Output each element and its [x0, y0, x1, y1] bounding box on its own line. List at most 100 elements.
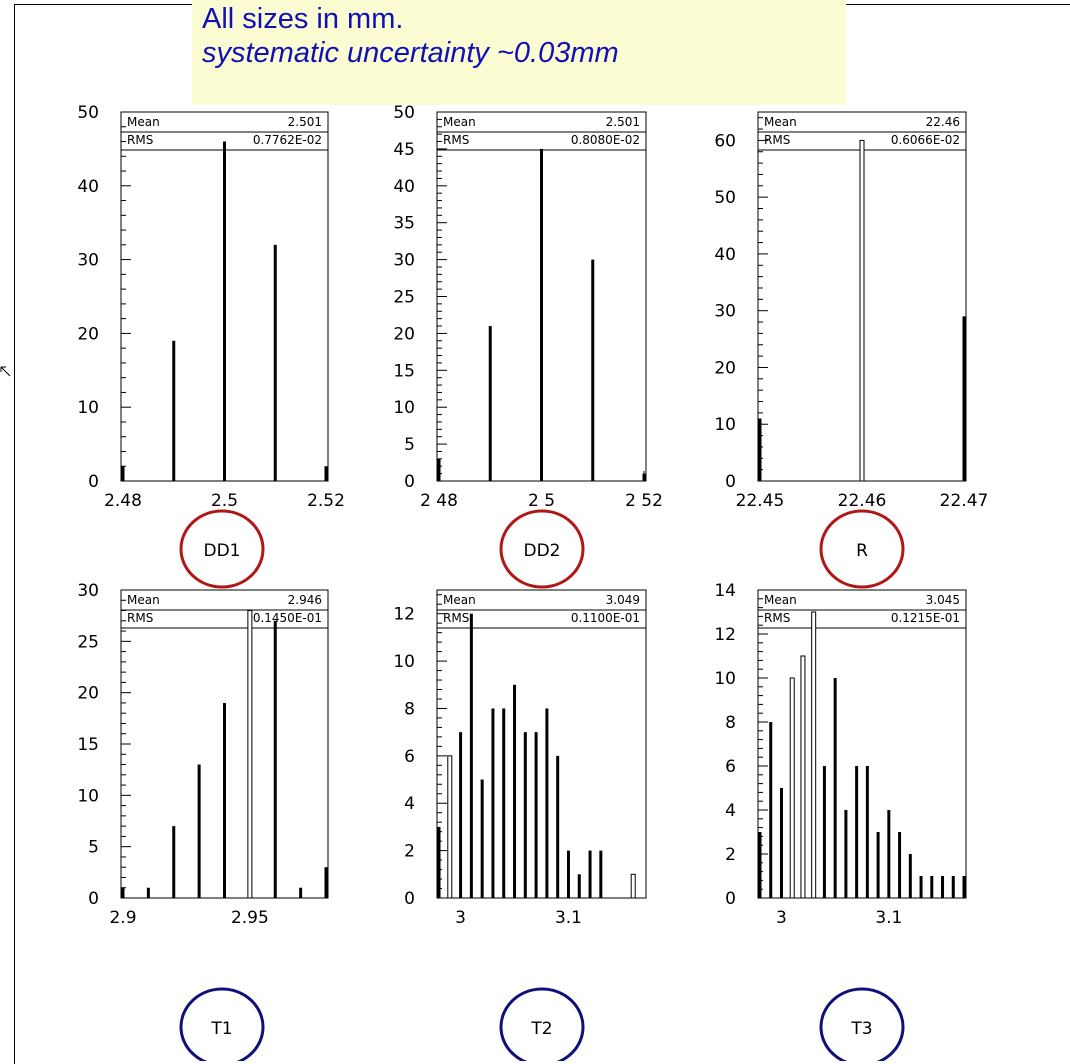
r-bar: [859, 139, 865, 482]
dd2-stats-rms-label: RMS: [443, 133, 469, 147]
r-bar: [758, 418, 762, 481]
t2-stats-mean-label: Mean: [443, 593, 476, 607]
dd2-y-tick-label: 20: [393, 324, 415, 344]
dd2-stats-mean-label: Mean: [443, 115, 476, 129]
dd1-label-circle: [179, 509, 265, 589]
dd1-x-tick-label: 2.48: [104, 491, 142, 511]
t2-bar: [513, 684, 517, 898]
t1-bar: [121, 887, 125, 898]
dd2-y-tick-label: 35: [393, 214, 415, 234]
t3-bar: [951, 876, 955, 898]
dd2-x-tick-label: 2 52: [625, 491, 663, 511]
t3-y-tick-label: 0: [725, 889, 736, 909]
dd1-x-tick-label: 2.5: [211, 491, 238, 511]
dd2-bar: [591, 259, 595, 481]
t1-y-tick-label: 0: [88, 889, 99, 909]
dd1-bar: [324, 466, 328, 481]
r-stats-mean-value: 22.46: [926, 115, 960, 129]
dd2-y-tick-label: 5: [404, 435, 415, 455]
t3-bar: [822, 766, 826, 898]
t2-bar: [447, 755, 453, 899]
r-x-tick-label: 22.45: [736, 491, 785, 511]
dd2-y-tick-label: 30: [393, 251, 415, 271]
t1-y-tick-label: 30: [77, 581, 99, 601]
dd1-stats-mean-label: Mean: [127, 115, 160, 129]
dd2-bar: [642, 473, 646, 481]
dd1-stats-rms-label: RMS: [127, 133, 153, 147]
t3-bar: [919, 876, 923, 898]
t1-y-tick-label: 10: [77, 786, 99, 806]
dd1-bar: [273, 244, 277, 481]
t2-bar: [480, 779, 484, 898]
r-label: R: [856, 541, 868, 561]
r-x-tick-label: 22.47: [940, 491, 989, 511]
dd1-y-tick-label: 0: [88, 472, 99, 492]
t2-stats-rms-label: RMS: [443, 611, 469, 625]
t1-bar: [299, 887, 303, 898]
t2-bar: [502, 708, 506, 898]
t1-label-circle: [179, 987, 265, 1061]
t3-bar: [811, 611, 817, 899]
t2-y-tick-label: 12: [393, 605, 415, 625]
t3-label-circle: [819, 987, 905, 1061]
t2-bar: [459, 732, 463, 898]
r-x-tick-label: 22.46: [838, 491, 887, 511]
dd1-stats-mean-value: 2.501: [288, 115, 322, 129]
t2-stats-rms-value: 0.1100E-01: [571, 611, 640, 625]
t1-stats-mean-label: Mean: [127, 593, 160, 607]
t1-bar: [172, 826, 176, 898]
dd1-bar: [121, 466, 125, 481]
t3-stats-mean-value: 3.045: [926, 593, 960, 607]
r-stats-mean-label: Mean: [764, 115, 797, 129]
t3-bar: [855, 766, 859, 898]
t1-stats-rms-value: 0.1450E-01: [253, 611, 322, 625]
t1-bar: [197, 764, 201, 898]
t1-y-tick-label: 5: [88, 838, 99, 858]
t3-bar: [962, 876, 966, 898]
t3-bar: [876, 832, 880, 898]
note-line-2: systematic uncertainty ~0.03mm: [202, 37, 619, 69]
t2-bar: [556, 755, 560, 898]
dd1-y-tick-label: 20: [77, 324, 99, 344]
t3-y-tick-label: 14: [714, 581, 736, 601]
t2-x-tick-label: 3: [455, 908, 466, 928]
t2-frame: [436, 589, 647, 899]
t1-stats-rms-label: RMS: [127, 611, 153, 625]
dd1-y-tick-label: 50: [77, 103, 99, 123]
dd2-y-tick-label: 25: [393, 288, 415, 308]
t1-label: T1: [210, 1019, 232, 1039]
r-label-circle: [819, 509, 905, 589]
t2-y-tick-label: 8: [404, 699, 415, 719]
t2-bar: [437, 826, 441, 898]
dd1-bar: [223, 141, 226, 481]
t1-y-tick-label: 25: [77, 632, 99, 652]
t3-y-tick-label: 4: [725, 801, 736, 821]
r-y-tick-label: 10: [714, 415, 736, 435]
dd2-x-tick-label: 2 48: [420, 491, 458, 511]
t1-bar: [324, 867, 328, 898]
dd1-x-tick-label: 2.52: [307, 491, 345, 511]
t3-bar: [941, 876, 945, 898]
dd2-stats-rms-value: 0.8080E-02: [571, 133, 640, 147]
note-box: All sizes in mm. systematic uncertainty …: [192, 0, 846, 105]
t2-bar: [566, 850, 570, 898]
t3-bar: [887, 810, 891, 898]
r-y-tick-label: 20: [714, 358, 736, 378]
t3-bar: [930, 876, 934, 898]
dd1-label: DD1: [204, 541, 241, 561]
dd1-bar: [172, 340, 176, 481]
t2-label: T2: [530, 1019, 552, 1039]
t2-bar: [599, 850, 603, 898]
t2-bar: [630, 873, 636, 899]
t2-bar: [545, 708, 549, 898]
t3-bar: [789, 677, 795, 899]
r-stats-rms-label: RMS: [764, 133, 790, 147]
t3-bar: [844, 810, 848, 898]
t2-bar: [577, 874, 581, 898]
dd2-x-tick-label: 2 5: [528, 491, 555, 511]
t2-y-tick-label: 2: [404, 842, 415, 862]
dd2-y-tick-label: 0: [404, 472, 415, 492]
r-y-tick-label: 40: [714, 245, 736, 265]
t3-label: T3: [850, 1019, 872, 1039]
